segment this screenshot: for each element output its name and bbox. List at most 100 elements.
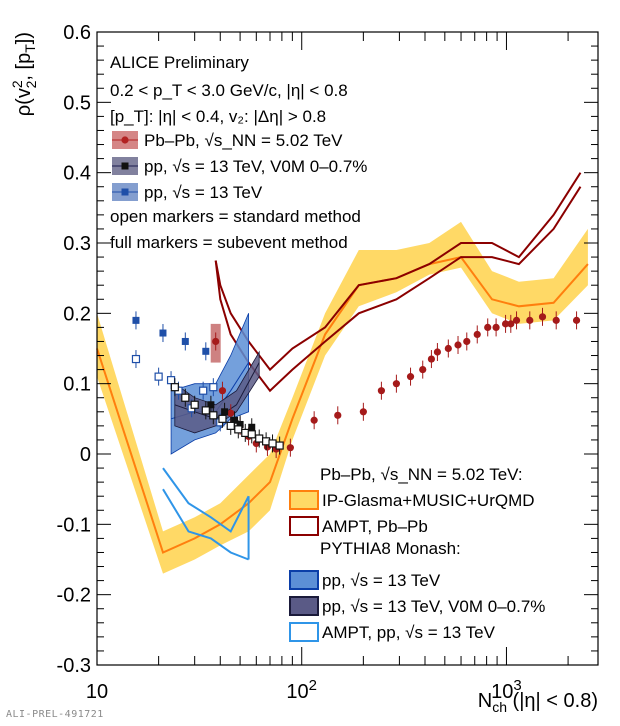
- y-tick-label: 0.6: [63, 22, 91, 44]
- y-label-mid: , [p: [13, 53, 35, 81]
- y-tick-label: -0.1: [57, 514, 91, 536]
- y-tick-label: 0: [80, 444, 91, 466]
- legend-bottom-header-1: Pb–Pb, √s_NN = 5.02 TeV:: [320, 465, 523, 484]
- series-pp_full: [132, 311, 210, 361]
- data-point: [473, 330, 481, 339]
- y-tick-label: 0.2: [63, 303, 91, 325]
- data-point: [255, 434, 264, 443]
- legend-top-entry-3: pp, √s = 13 TeV: [112, 183, 263, 202]
- legend-swatch: [289, 622, 319, 642]
- series-pp_hm_open: [170, 378, 284, 455]
- data-point: [207, 401, 215, 409]
- legend-bottom-entry-2: AMPT, Pb–Pb: [289, 516, 428, 536]
- data-point: [201, 406, 210, 415]
- data-point: [463, 337, 471, 346]
- footer-id: ALI-PREL-491721: [6, 709, 104, 720]
- data-point: [231, 416, 239, 424]
- data-point: [572, 316, 581, 324]
- data-point: [552, 316, 560, 324]
- plot-frame: [96, 31, 599, 666]
- curve-ampt_pbpb_upper: [214, 172, 582, 372]
- legend-bottom-label: AMPT, Pb–Pb: [322, 517, 428, 536]
- data-point: [209, 411, 218, 420]
- y-label-sup: 2: [9, 80, 25, 88]
- data-point: [538, 313, 547, 321]
- legend-swatch: [289, 490, 319, 510]
- data-point: [181, 337, 189, 345]
- legend-marker: [121, 162, 129, 170]
- legend-swatch: [289, 596, 319, 616]
- data-point: [227, 409, 235, 417]
- legend-bottom-label: pp, √s = 13 TeV, V0M 0–0.7%: [322, 597, 545, 616]
- legend-bottom-entry-5: AMPT, pp, √s = 13 TeV: [289, 622, 496, 642]
- x-tick-label: 102: [286, 677, 317, 703]
- data-point: [131, 354, 141, 364]
- x-label-sub: ch: [492, 699, 507, 715]
- x-label-rest: (|η| < 0.8): [507, 690, 598, 712]
- data-point: [166, 376, 176, 385]
- data-point: [392, 380, 400, 388]
- data-point: [454, 341, 462, 349]
- x-tick-label-exponent: 2: [309, 677, 317, 694]
- legend-bottom-entry-1: IP-Glasma+MUSIC+UrQMD: [289, 490, 535, 510]
- legend-top-label: pp, √s = 13 TeV: [144, 183, 263, 202]
- legend-bottom-label: AMPT, pp, √s = 13 TeV: [322, 623, 496, 642]
- data-point: [334, 411, 342, 419]
- data-point: [268, 439, 277, 448]
- y-tick-label: 0.3: [63, 233, 91, 255]
- y-tick-label: -0.3: [57, 655, 91, 677]
- data-point: [234, 425, 243, 434]
- data-point: [275, 441, 284, 450]
- data-point: [132, 316, 140, 324]
- band-ipglasma: [97, 221, 588, 574]
- data-point: [226, 421, 235, 430]
- data-point: [492, 323, 500, 331]
- x-axis-label: Nch (|η| < 0.8): [478, 690, 598, 715]
- y-tick-label: 0.4: [63, 163, 91, 185]
- data-point: [218, 387, 227, 395]
- data-point: [507, 320, 515, 328]
- annotation-line-1: ALICE Preliminary: [110, 53, 249, 72]
- data-point: [444, 344, 452, 353]
- data-point: [286, 444, 294, 452]
- data-point: [433, 348, 442, 356]
- y-tick-label: -0.2: [57, 585, 91, 607]
- x-tick-label-exponent: 3: [513, 677, 521, 694]
- data-point: [154, 372, 163, 381]
- data-point: [247, 430, 256, 439]
- y-tick-label: 0.5: [63, 92, 91, 114]
- data-point: [218, 414, 227, 423]
- legend-bottom-label: IP-Glasma+MUSIC+UrQMD: [322, 491, 535, 510]
- data-point: [427, 355, 436, 363]
- x-tick-label: 10: [86, 681, 108, 703]
- data-point: [190, 400, 199, 409]
- legend-top-entry-2: pp, √s = 13 TeV, V0M 0–0.7%: [112, 157, 367, 176]
- y-label-post: ]): [13, 32, 35, 44]
- data-point: [202, 347, 210, 355]
- data-point: [512, 316, 521, 324]
- data-point: [212, 337, 220, 346]
- legend-swatch: [289, 516, 319, 536]
- annotation-line-5: full markers = subevent method: [110, 233, 348, 252]
- annotation-line-4: open markers = standard method: [110, 207, 361, 226]
- data-point: [236, 420, 244, 428]
- legend-marker: [121, 136, 129, 144]
- annotation-line-3: [p_T]: |η| < 0.4, v₂: |Δη| > 0.8: [110, 107, 326, 126]
- annotation-line-2: 0.2 < p_T < 3.0 GeV/c, |η| < 0.8: [110, 81, 348, 100]
- y-tick-label: 0.1: [63, 374, 91, 396]
- curve-ampt_pp-lower: [162, 488, 249, 561]
- y-label-sub: 2: [23, 80, 39, 88]
- curve-ipglasma: [96, 255, 589, 554]
- data-point: [310, 416, 318, 424]
- legend-bottom-header-2: PYTHIA8 Monash:: [320, 539, 461, 558]
- legend-top-label: pp, √s = 13 TeV, V0M 0–0.7%: [144, 157, 367, 176]
- data-point: [359, 408, 367, 416]
- data-point: [419, 366, 427, 374]
- legend-bottom-entry-3: pp, √s = 13 TeV: [289, 570, 441, 590]
- data-point: [209, 383, 218, 392]
- data-point: [159, 329, 167, 337]
- data-point: [221, 408, 229, 416]
- data-point: [199, 386, 208, 395]
- data-point: [181, 393, 190, 402]
